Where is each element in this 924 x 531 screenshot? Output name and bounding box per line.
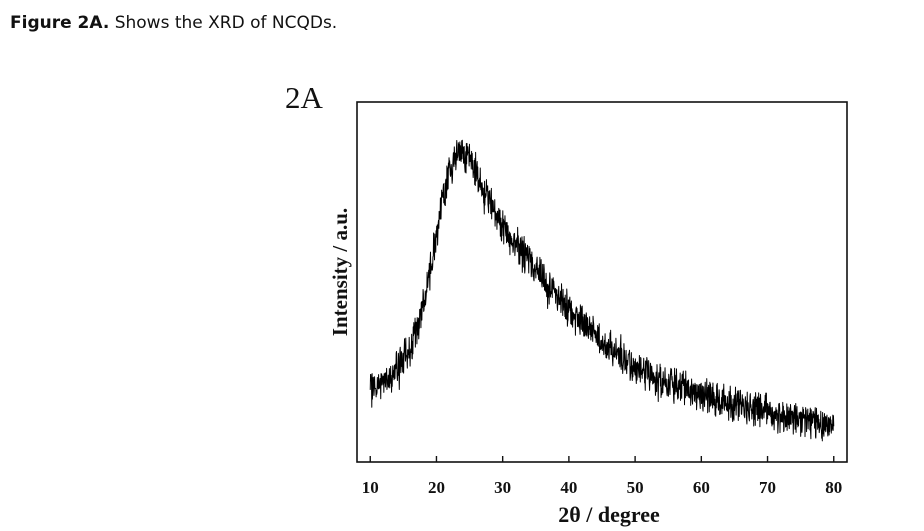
x-tick-label: 80 bbox=[825, 478, 842, 497]
xrd-trace bbox=[369, 139, 835, 442]
caption-label: Figure 2A. bbox=[10, 13, 110, 33]
panel-label: 2A bbox=[285, 80, 323, 115]
x-tick-label: 60 bbox=[693, 478, 710, 497]
x-tick-label: 40 bbox=[560, 478, 577, 497]
x-axis-ticks: 10 20 30 40 50 60 70 80 bbox=[362, 456, 842, 497]
caption-text: Shows the XRD of NCQDs. bbox=[109, 13, 338, 33]
x-tick-label: 20 bbox=[428, 478, 445, 497]
x-axis-title: 2θ / degree bbox=[558, 502, 660, 527]
x-tick-label: 30 bbox=[494, 478, 511, 497]
xrd-series-line bbox=[369, 139, 835, 442]
plot-frame bbox=[356, 101, 848, 463]
y-axis-title: Intensity / a.u. bbox=[328, 208, 352, 336]
x-tick-label: 50 bbox=[627, 478, 644, 497]
figure-caption: Figure 2A. Shows the XRD of NCQDs. bbox=[10, 13, 337, 33]
x-tick-label: 10 bbox=[362, 478, 379, 497]
x-tick-label: 70 bbox=[759, 478, 776, 497]
